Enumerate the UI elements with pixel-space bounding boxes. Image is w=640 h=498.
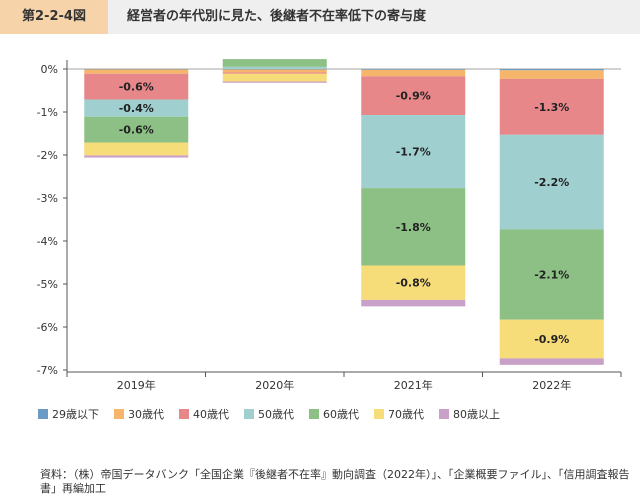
data-label: -1.7% xyxy=(396,146,431,159)
y-tick-label: -7% xyxy=(37,364,58,377)
bar-segment xyxy=(499,134,604,230)
bar-segment xyxy=(84,73,189,100)
data-label: -0.4% xyxy=(119,102,154,115)
data-label: -2.2% xyxy=(534,176,569,189)
x-tick-label: 2020年 xyxy=(255,378,294,392)
bar-segment xyxy=(499,319,604,359)
legend-item: 50歳代 xyxy=(244,406,294,422)
figure-header: 第2-2-4図 経営者の年代別に見た、後継者不在率低下の寄与度 xyxy=(0,0,640,34)
legend-swatch xyxy=(439,409,449,419)
legend-item: 60歳代 xyxy=(309,406,359,422)
bar-segment xyxy=(361,115,466,189)
legend-item: 29歳以下 xyxy=(38,406,99,422)
chart-legend: 29歳以下 30歳代 40歳代 50歳代 60歳代 70歳代 80歳以上 xyxy=(38,406,515,422)
figure-title: 経営者の年代別に見た、後継者不在率低下の寄与度 xyxy=(127,9,427,24)
data-label: -1.3% xyxy=(534,101,569,114)
bar-segment xyxy=(361,69,466,77)
data-label: -1.8% xyxy=(396,221,431,234)
legend-swatch xyxy=(38,409,48,419)
data-label: -0.9% xyxy=(534,333,569,346)
legend-swatch xyxy=(179,409,189,419)
legend-label: 30歳代 xyxy=(128,408,164,421)
legend-label: 60歳代 xyxy=(323,408,359,421)
bar-segment xyxy=(84,69,189,70)
legend-item: 80歳以上 xyxy=(439,406,500,422)
figure-label: 第2-2-4図 xyxy=(0,0,108,34)
bar-segment xyxy=(84,116,189,143)
legend-swatch xyxy=(244,409,254,419)
bar-segment xyxy=(499,229,604,320)
bar-segment xyxy=(499,358,604,365)
legend-label: 50歳代 xyxy=(258,408,294,421)
legend-swatch xyxy=(309,409,319,419)
y-tick-label: -3% xyxy=(37,192,58,205)
legend-swatch xyxy=(114,409,124,419)
x-tick-label: 2021年 xyxy=(394,378,433,392)
bar-segment xyxy=(222,72,327,74)
legend-item: 70歳代 xyxy=(374,406,424,422)
bar-segment xyxy=(222,69,327,70)
bar-segment xyxy=(499,78,604,135)
data-label: -2.1% xyxy=(534,269,569,282)
x-tick-label: 2019年 xyxy=(117,378,156,392)
bar-segment xyxy=(499,70,604,79)
y-tick-label: -6% xyxy=(37,321,58,334)
data-label: -0.9% xyxy=(396,90,431,103)
source-note: 資料：（株）帝国データバンク「全国企業『後継者不在率』動向調査（2022年）」、… xyxy=(40,468,630,495)
x-tick-label: 2022年 xyxy=(532,378,571,392)
y-tick-label: -1% xyxy=(37,106,58,119)
bar-segment xyxy=(222,69,327,73)
legend-label: 70歳代 xyxy=(388,408,424,421)
bar-segment xyxy=(361,76,466,116)
bar-segment xyxy=(84,99,189,117)
bar-segment xyxy=(222,66,327,69)
y-tick-label: -2% xyxy=(37,149,58,162)
stacked-bar-chart: 0% -1% -2% -3% -4% -5% -6% -7% 2019年 2020年 2021年 20… xyxy=(37,59,622,392)
bar-segment xyxy=(361,299,466,307)
bar-segment xyxy=(222,81,327,83)
legend-item: 40歳代 xyxy=(179,406,229,422)
legend-label: 80歳以上 xyxy=(453,408,500,421)
bar-segment xyxy=(361,69,466,70)
bar-segment xyxy=(84,69,189,74)
legend-item: 30歳代 xyxy=(114,406,164,422)
bar-segment xyxy=(84,155,189,158)
bar-segment xyxy=(222,73,327,82)
legend-swatch xyxy=(374,409,384,419)
data-label: -0.6% xyxy=(119,81,154,94)
y-tick-label: -4% xyxy=(37,235,58,248)
bar-segment xyxy=(361,265,466,300)
y-tick-label: -5% xyxy=(37,278,58,291)
legend-label: 29歳以下 xyxy=(52,408,99,421)
data-label: -0.8% xyxy=(396,277,431,290)
bar-segment xyxy=(84,142,189,156)
data-label: -0.6% xyxy=(119,124,154,137)
bar-segment xyxy=(499,69,604,71)
y-tick-label: 0% xyxy=(41,63,58,76)
bar-segment xyxy=(222,59,327,67)
legend-label: 40歳代 xyxy=(193,408,229,421)
bar-segment xyxy=(361,188,466,266)
